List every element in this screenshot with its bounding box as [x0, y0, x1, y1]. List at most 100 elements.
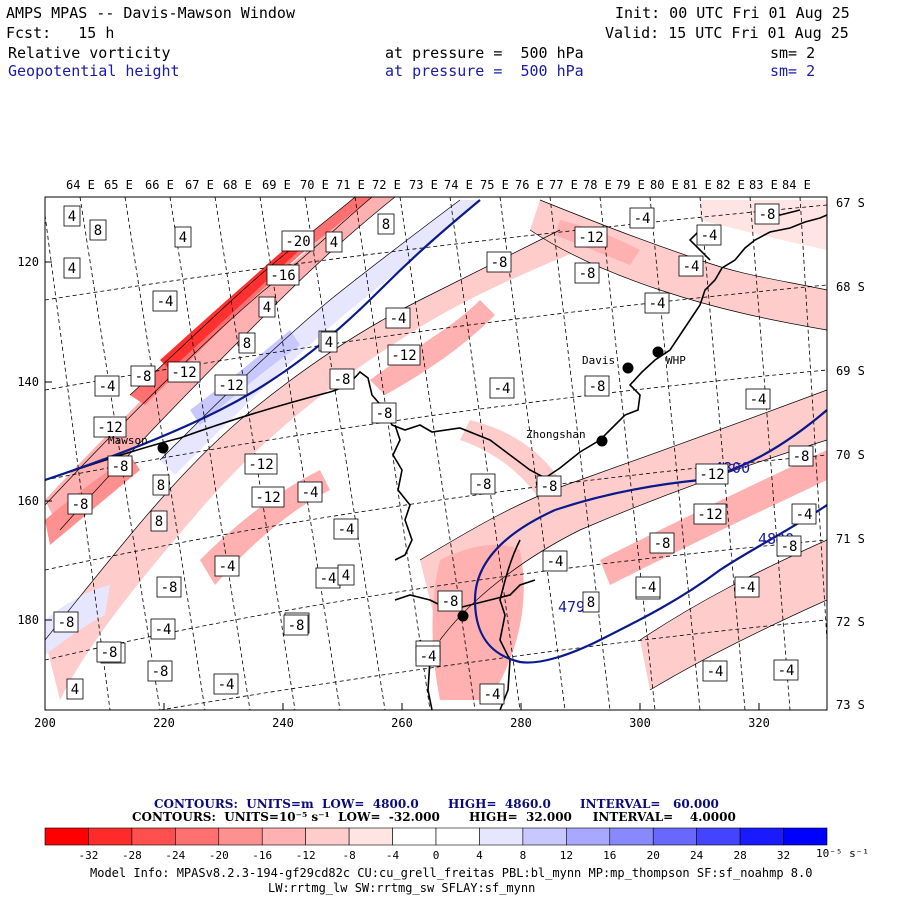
colorbar-tick-label: 16 [603, 849, 616, 862]
colorbar-swatch [305, 827, 350, 846]
colorbar-tick-label: 12 [560, 849, 573, 862]
lon-label: 66 E [145, 178, 174, 192]
map-frame [44, 196, 828, 711]
lon-label: 67 E [185, 178, 214, 192]
svg-text:-8: -8 [152, 664, 169, 680]
x-tick-label: 220 [153, 716, 175, 730]
svg-text:-16: -16 [270, 268, 295, 284]
vorticity-label: -4 [696, 224, 722, 246]
vorticity-label: -4 [629, 207, 655, 229]
vorticity-label: -8 [776, 535, 802, 557]
colorbar-swatch [218, 827, 263, 846]
svg-text:-8: -8 [589, 379, 606, 395]
svg-text:-4: -4 [390, 311, 407, 327]
svg-text:-4: -4 [750, 392, 767, 408]
svg-text:-8: -8 [759, 207, 776, 223]
colorbar-tick-label: -20 [209, 849, 229, 862]
svg-text:-4: -4 [701, 228, 718, 244]
vorticity-label: -8 [371, 402, 397, 424]
vorticity-label: -12 [244, 453, 278, 475]
colorbar-tick-label: 20 [647, 849, 660, 862]
stations: Mawson Davis WHP Zhongshan [108, 346, 686, 622]
lon-label: 82 E [716, 178, 745, 192]
svg-text:4: 4 [325, 335, 333, 351]
lat-label: 73 S [836, 698, 865, 712]
vorticity-label: -8 [437, 590, 463, 612]
svg-text:-4: -4 [320, 571, 337, 587]
vorticity-label: -8 [754, 203, 780, 225]
vorticity-label: -8 [107, 455, 133, 477]
colorbar-tick-label: 32 [777, 849, 790, 862]
vorticity-label: 4 [63, 257, 81, 279]
station-label-mawson: Mawson [108, 434, 148, 447]
colorbar-tick-label: -8 [342, 849, 355, 862]
vorticity-label: -4 [489, 377, 515, 399]
vorticity-label: -4 [773, 659, 799, 681]
svg-text:8: 8 [155, 514, 163, 530]
svg-text:-4: -4 [494, 381, 511, 397]
colorbar-swatch [44, 827, 89, 846]
vorticity-label: -8 [329, 368, 355, 390]
field2-level: at pressure = 500 hPa [385, 62, 584, 80]
svg-text:8: 8 [243, 336, 251, 352]
svg-text:-4: -4 [484, 687, 501, 703]
vorticity-label: -12 [574, 226, 608, 248]
lon-label: 69 E [262, 178, 291, 192]
svg-text:-8: -8 [376, 406, 393, 422]
svg-text:-12: -12 [218, 378, 243, 394]
colorbar-swatch [609, 827, 654, 846]
svg-text:4: 4 [330, 235, 338, 251]
lon-label: 84 E [782, 178, 811, 192]
svg-text:-8: -8 [135, 369, 152, 385]
vorticity-label: -4 [644, 292, 670, 314]
station-marker-whp [652, 346, 664, 358]
svg-text:8: 8 [587, 595, 595, 611]
svg-text:-8: -8 [58, 615, 75, 631]
svg-text:4: 4 [179, 230, 187, 246]
svg-text:4: 4 [68, 209, 76, 225]
svg-text:-8: -8 [793, 449, 810, 465]
colorbar-tick-label: -4 [386, 849, 400, 862]
vorticity-label: -8 [536, 475, 562, 497]
vorticity-label: 8 [238, 332, 256, 354]
colorbar-swatch [696, 827, 741, 846]
colorbar-tick-label: 8 [520, 849, 527, 862]
lon-label: 78 E [583, 178, 612, 192]
vorticity-label: -4 [635, 576, 661, 598]
vorticity-label: -8 [486, 251, 512, 273]
svg-text:4: 4 [342, 568, 350, 584]
svg-text:8: 8 [94, 223, 102, 239]
colorbar-swatch [175, 827, 220, 846]
vorticity-contour-info: CONTOURS: UNITS=10⁻⁵ s⁻¹ LOW= -32.000 HI… [132, 810, 736, 824]
svg-text:-12: -12 [697, 507, 722, 523]
svg-text:-4: -4 [302, 485, 319, 501]
colorbar-swatch [435, 827, 480, 846]
vorticity-labels: 4 8 4 4 -20 4 8 -16 -4 4 -4 -8 -12 -4 -8 -12 8 4 -12 -12 -8 -… [53, 203, 817, 705]
vorticity-label: -4 [542, 550, 568, 572]
vorticity-label: -4 [333, 518, 359, 540]
svg-text:-4: -4 [157, 294, 174, 310]
y-axis-labels: 120 140 160 180 [17, 255, 39, 627]
colorbar-tick-label: 28 [733, 849, 746, 862]
axis-ticks [44, 261, 760, 710]
y-tick-label: 180 [17, 613, 39, 627]
svg-text:8: 8 [382, 217, 390, 233]
colorbar-swatch [88, 827, 133, 846]
field2-name: Geopotential height [8, 62, 180, 80]
vorticity-label: -4 [678, 255, 704, 277]
svg-text:-8: -8 [161, 580, 178, 596]
vorticity-label: -8 [53, 611, 79, 633]
svg-text:-12: -12 [255, 490, 280, 506]
svg-text:-8: -8 [288, 618, 305, 634]
colorbar: -32 -28 -24 -20 -16 -12 -8 -4 0 4 8 12 16 20 24 28 32 [44, 827, 828, 862]
svg-text:-12: -12 [97, 420, 122, 436]
lon-label: 65 E [104, 178, 133, 192]
colorbar-tick-label: -12 [296, 849, 316, 862]
lat-label: 72 S [836, 615, 865, 629]
vorticity-label: -8 [283, 614, 309, 636]
colorbar-swatch [479, 827, 524, 846]
vorticity-label: -4 [702, 660, 728, 682]
vorticity-label: -8 [130, 365, 156, 387]
colorbar-swatch [392, 827, 437, 846]
vorticity-label: -8 [96, 641, 122, 663]
